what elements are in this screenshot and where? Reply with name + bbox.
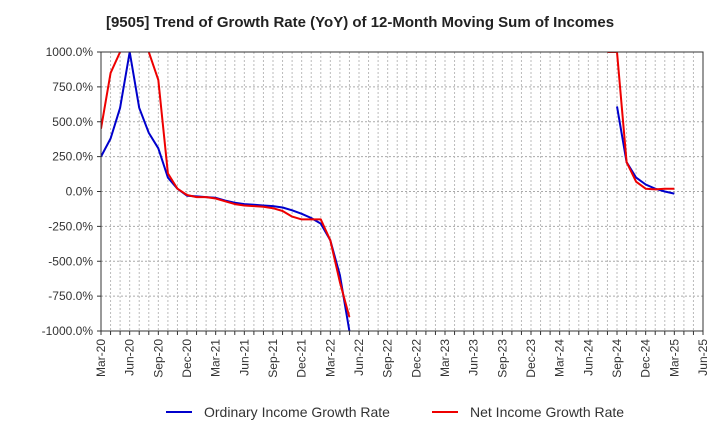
legend-label-net-income: Net Income Growth Rate: [470, 404, 625, 420]
x-tick-label: Sep-20: [151, 339, 165, 378]
y-tick-label: -1000.0%: [42, 324, 94, 338]
y-tick-label: -750.0%: [48, 289, 93, 303]
y-tick-label: 500.0%: [52, 115, 93, 129]
chart-title: [9505] Trend of Growth Rate (YoY) of 12-…: [105, 14, 615, 31]
y-tick-label: 750.0%: [52, 80, 93, 94]
x-tick-label: Mar-22: [323, 339, 337, 377]
legend-item-ordinary-income: Ordinary Income Growth Rate: [166, 404, 390, 420]
y-tick-label: 1000.0%: [46, 45, 94, 59]
y-tick-label: 0.0%: [66, 185, 94, 199]
legend-swatch-net-income: [432, 411, 458, 413]
x-tick-label: Jun-23: [467, 339, 481, 376]
x-tick-label: Jun-21: [237, 339, 251, 376]
axes: 1000.0% 750.0% 500.0% 250.0% 0.0% -250.0% -500…: [42, 45, 710, 378]
x-tick-label: Mar-24: [553, 339, 567, 377]
x-tick-label: Sep-24: [610, 339, 624, 378]
legend-label-ordinary-income: Ordinary Income Growth Rate: [204, 404, 390, 420]
x-tick-label: Dec-23: [524, 339, 538, 378]
x-tick-label: Mar-23: [438, 339, 452, 377]
x-tick-label: Jun-25: [696, 339, 710, 376]
net-income-line: [147, 52, 351, 318]
net-income-line: [607, 52, 675, 191]
legend-item-net-income: Net Income Growth Rate: [432, 404, 624, 420]
y-tick-label: -500.0%: [48, 254, 93, 268]
y-tick-label: 250.0%: [52, 150, 93, 164]
x-tick-label: Dec-21: [295, 339, 309, 378]
series-lines: [101, 52, 675, 331]
x-tick-label: Jun-20: [123, 339, 137, 376]
x-tick-label: Sep-22: [381, 339, 395, 378]
x-tick-label: Mar-21: [209, 339, 223, 377]
x-tick-label: Mar-25: [667, 339, 681, 377]
legend-swatch-ordinary-income: [166, 411, 192, 413]
x-tick-label: Dec-24: [639, 339, 653, 378]
x-tick-label: Sep-23: [495, 339, 509, 378]
legend: Ordinary Income Growth Rate Net Income G…: [0, 404, 720, 426]
plot-frame: [100, 51, 704, 332]
x-tick-label: Mar-20: [94, 339, 108, 377]
x-tick-label: Dec-20: [180, 339, 194, 378]
x-tick-label: Sep-21: [266, 339, 280, 378]
x-tick-label: Jun-22: [352, 339, 366, 376]
net-income-line: [101, 52, 122, 129]
y-tick-label: -250.0%: [48, 219, 93, 233]
x-tick-label: Jun-24: [581, 339, 595, 376]
x-tick-label: Dec-22: [409, 339, 423, 378]
